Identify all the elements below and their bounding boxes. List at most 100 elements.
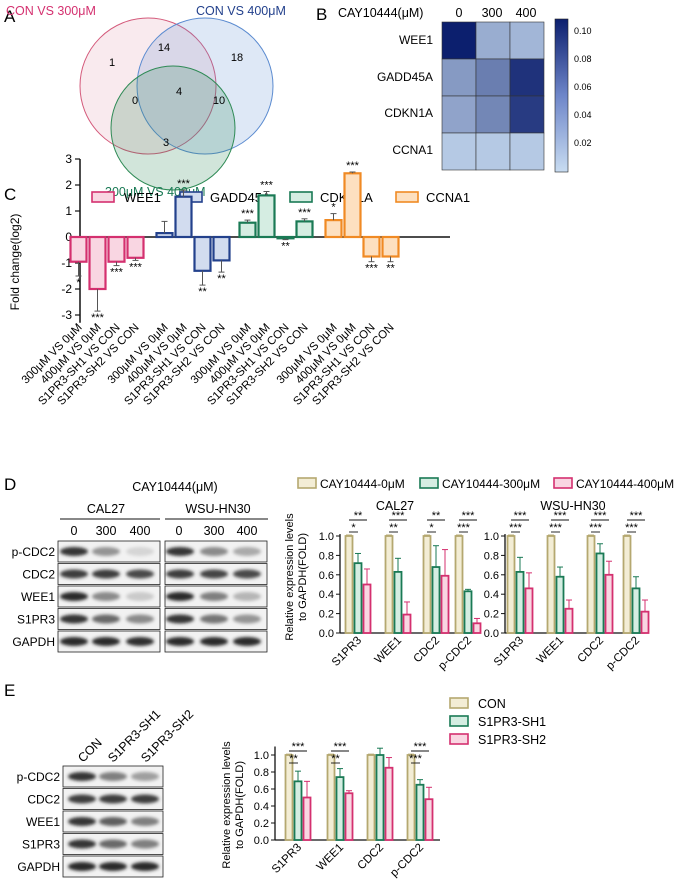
chart-d-cal27-bar-1-2 [402, 613, 412, 634]
sig-c-cdkn1a-0: *** [241, 208, 255, 220]
sig-c-gadd45a-1: *** [177, 178, 191, 190]
chart-d-wsu-bar-1-0 [546, 535, 556, 634]
chart-d-wsu-bar-0-0 [506, 535, 516, 634]
heatmap-cell-r1-c2 [509, 58, 545, 97]
chart-e-sig-top-1: *** [334, 741, 348, 753]
chart-d-cal27-sig-bottom-0: * [351, 522, 356, 534]
chart-d-wsu-sig-bottom-1: *** [549, 522, 563, 534]
bar-c-ccna1-1 [343, 172, 362, 239]
chart-d-wsu-ytick-label: 0.4 [484, 589, 499, 601]
legend-swatch-cdkn1a [289, 191, 313, 203]
venn-count-blue-green: 10 [213, 95, 225, 107]
blot-e-band-3-0 [68, 839, 96, 849]
blot-d-row-label-s1pr3: S1PR3 [17, 613, 55, 627]
heatmap-row-0: WEE1 [399, 33, 433, 47]
chart-e-sig-bottom-0: ** [289, 753, 298, 765]
chart-d-wsu-bar-1-1 [555, 575, 565, 634]
colorbar-tick-004: 0.04 [574, 110, 592, 120]
bar-c-cdkn1a-0 [238, 221, 257, 239]
chart-d-legend: CAY10444-0μM CAY10444-300μM CAY10444-400… [297, 477, 674, 491]
panel-label-e: E [4, 681, 15, 700]
legend-label-con: CON [478, 697, 506, 711]
blot-d-cell-line-1: WSU-HN30 [185, 502, 250, 516]
sig-c-cdkn1a-2: ** [281, 241, 290, 253]
chart-e-bar-2-2 [384, 766, 394, 841]
chart-d-cal27-sig-top-3: *** [462, 510, 476, 522]
chart-e-ylabel-1: Relative expression levels [221, 741, 233, 869]
chart-d-cal27-bar-1-1 [393, 570, 403, 634]
chart-d-wsu-sig-bottom-3: *** [625, 522, 639, 534]
venn-circle-blue [136, 17, 274, 155]
blot-d-row-label-wee1: WEE1 [21, 590, 55, 604]
chart-d-wsu-sig-bottom-0: *** [509, 522, 523, 534]
bar-c-cdkn1a-2 [276, 235, 295, 240]
blot-e-band-1-1 [99, 794, 127, 804]
bar-c-cdkn1a-3 [295, 220, 314, 239]
blot-d-band-wsu-4-0 [166, 637, 194, 646]
heatmap-row-2: CDKN1A [384, 106, 433, 120]
heatmap-col-1: 300 [482, 6, 503, 20]
chart-d-wsu-bar-3-1 [631, 587, 641, 634]
bar-c-ccna1-2 [362, 235, 381, 258]
blot-d-band-cal27-2-2 [126, 592, 154, 601]
blot-d-band-wsu-2-0 [166, 592, 194, 601]
legend-label-weee1: WEE1 [124, 190, 161, 205]
blot-e-row-label-wee1: WEE1 [26, 815, 60, 829]
heatmap-cell-r2-c2 [509, 95, 545, 134]
blot-e-band-0-2 [131, 772, 159, 781]
venn-label-red: CON VS 300μM [6, 4, 96, 18]
sig-c-wee1-1: *** [91, 312, 105, 324]
sig-c-cdkn1a-3: *** [298, 207, 312, 219]
blot-d-band-wsu-3-1 [200, 614, 228, 624]
chart-d-wsu-sig-top-1: *** [554, 510, 568, 522]
chart-e-sig-top-3: *** [414, 741, 428, 753]
legend-label-sh2: S1PR3-SH2 [478, 733, 546, 747]
heatmap-cell-r3-c2 [509, 132, 545, 171]
chart-d-wsu-bar-2-0 [586, 535, 596, 634]
heatmap-colorbar [554, 18, 569, 173]
chart-d-cal27-bar-1-0 [384, 535, 394, 634]
sig-c-ccna1-1: *** [346, 160, 360, 172]
chart-d-wsu-xlabel-2: CDC2 [575, 635, 606, 666]
bar-chart-e: CON S1PR3-SH1 S1PR3-SH2 Relative express… [221, 697, 546, 879]
blot-d-band-wsu-0-1 [200, 547, 228, 556]
chart-e-bar-1-0 [326, 754, 336, 841]
chart-c-ytick-label: 3 [65, 152, 72, 166]
western-blot-d: CAY10444(μM) CAL27 WSU-HN30 0 300 400 0 … [12, 480, 268, 653]
chart-c-ytick-label: 0 [65, 230, 72, 244]
chart-d-cal27-ytick-label: 1.0 [319, 531, 334, 543]
chart-e-legend: CON S1PR3-SH1 S1PR3-SH2 [449, 697, 546, 747]
chart-c-ytick-label: -2 [61, 282, 72, 296]
blot-e-band-0-1 [99, 772, 127, 781]
blot-d-band-cal27-2-0 [60, 592, 88, 601]
blot-e-band-1-2 [131, 794, 159, 804]
chart-d-wsu-ytick-label: 1.0 [484, 531, 499, 543]
chart-e-xlabel-3: p-CDC2 [388, 842, 426, 880]
sig-c-cdkn1a-1: *** [260, 180, 274, 192]
blot-d-band-cal27-0-2 [126, 547, 154, 556]
blot-e-band-4-1 [99, 862, 127, 871]
blot-d-band-cal27-4-1 [92, 637, 120, 646]
blot-e-band-3-1 [99, 839, 127, 849]
legend-swatch-con [449, 697, 469, 709]
chart-d-cal27-bar-2-2 [440, 574, 450, 634]
chart-e-xlabel-2: CDC2 [355, 842, 386, 873]
bar-c-gadd45a-2 [193, 235, 212, 272]
blot-d-band-wsu-4-2 [233, 637, 261, 646]
legend-swatch-cay-0 [297, 477, 317, 489]
blot-d-band-cal27-0-1 [92, 547, 120, 556]
heatmap-cell-r3-c1 [475, 132, 511, 171]
chart-e-bar-1-2 [344, 792, 354, 841]
sig-c-ccna1-2: *** [365, 263, 379, 275]
sig-c-wee1-0: * [76, 277, 81, 289]
blot-d-band-cal27-0-0 [60, 547, 88, 556]
chart-c-ytick-label: -1 [61, 256, 72, 270]
legend-label-cay-0: CAY10444-0μM [320, 477, 405, 491]
heatmap-cell-r0-c0 [441, 21, 477, 60]
blot-d-band-cal27-3-2 [126, 614, 154, 624]
chart-d-wsu-sig-bottom-2: *** [589, 522, 603, 534]
legend-swatch-ccna1 [395, 191, 419, 203]
legend-label-gadd45a: GADD45A [210, 190, 271, 205]
chart-e-bar-0-0 [284, 754, 294, 841]
